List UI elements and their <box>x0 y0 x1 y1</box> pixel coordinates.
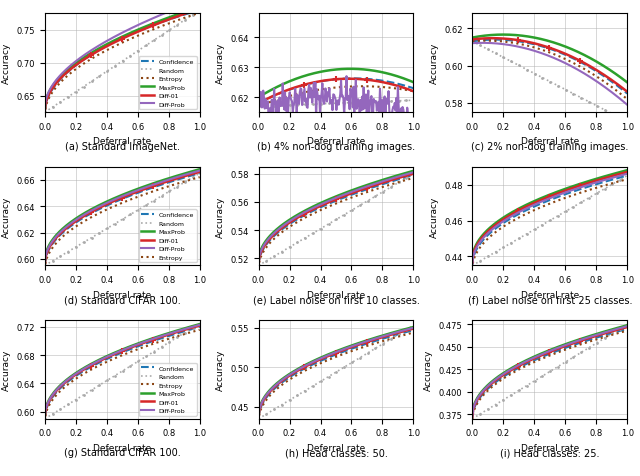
X-axis label: Deferral rate: Deferral rate <box>307 137 365 146</box>
X-axis label: Deferral rate: Deferral rate <box>520 137 579 146</box>
Legend: Confidence, Random, MaxProb, Diff-01, Diff-Prob, Entropy: Confidence, Random, MaxProb, Diff-01, Di… <box>139 210 196 263</box>
Legend: Confidence, Random, Entropy, MaxProb, Diff-01, Diff-Prob: Confidence, Random, Entropy, MaxProb, Di… <box>139 57 196 110</box>
Legend: Confidence, Random, Entropy, MaxProb, Diff-01, Diff-Prob: Confidence, Random, Entropy, MaxProb, Di… <box>139 363 196 416</box>
Y-axis label: Accuracy: Accuracy <box>216 196 225 237</box>
X-axis label: Deferral rate: Deferral rate <box>307 290 365 299</box>
Y-axis label: Accuracy: Accuracy <box>2 43 11 84</box>
Y-axis label: Accuracy: Accuracy <box>2 196 11 237</box>
Y-axis label: Accuracy: Accuracy <box>2 349 11 390</box>
Y-axis label: Accuracy: Accuracy <box>429 196 438 237</box>
Text: (g) Standard CIFAR 100.: (g) Standard CIFAR 100. <box>64 447 180 457</box>
X-axis label: Deferral rate: Deferral rate <box>520 290 579 299</box>
Text: (c) 2% non-dog training images.: (c) 2% non-dog training images. <box>471 141 628 151</box>
Text: (a) Standard ImageNet.: (a) Standard ImageNet. <box>65 141 180 151</box>
Y-axis label: Accuracy: Accuracy <box>429 43 438 84</box>
Text: (b) 4% non-dog training images.: (b) 4% non-dog training images. <box>257 141 415 151</box>
Text: (e) Label noise on first 10 classes.: (e) Label noise on first 10 classes. <box>253 295 419 305</box>
Text: (d) Standard CIFAR 100.: (d) Standard CIFAR 100. <box>64 295 180 305</box>
X-axis label: Deferral rate: Deferral rate <box>307 443 365 452</box>
Y-axis label: Accuracy: Accuracy <box>216 43 225 84</box>
Y-axis label: Accuracy: Accuracy <box>216 349 225 390</box>
X-axis label: Deferral rate: Deferral rate <box>93 290 152 299</box>
X-axis label: Deferral rate: Deferral rate <box>93 443 152 452</box>
Text: (h) Head classes: 50.: (h) Head classes: 50. <box>285 447 387 457</box>
Text: (f) Label noise on first 25 classes.: (f) Label noise on first 25 classes. <box>467 295 632 305</box>
Y-axis label: Accuracy: Accuracy <box>424 349 433 390</box>
Text: (i) Head classes: 25.: (i) Head classes: 25. <box>500 447 600 457</box>
X-axis label: Deferral rate: Deferral rate <box>93 137 152 146</box>
X-axis label: Deferral rate: Deferral rate <box>520 443 579 452</box>
